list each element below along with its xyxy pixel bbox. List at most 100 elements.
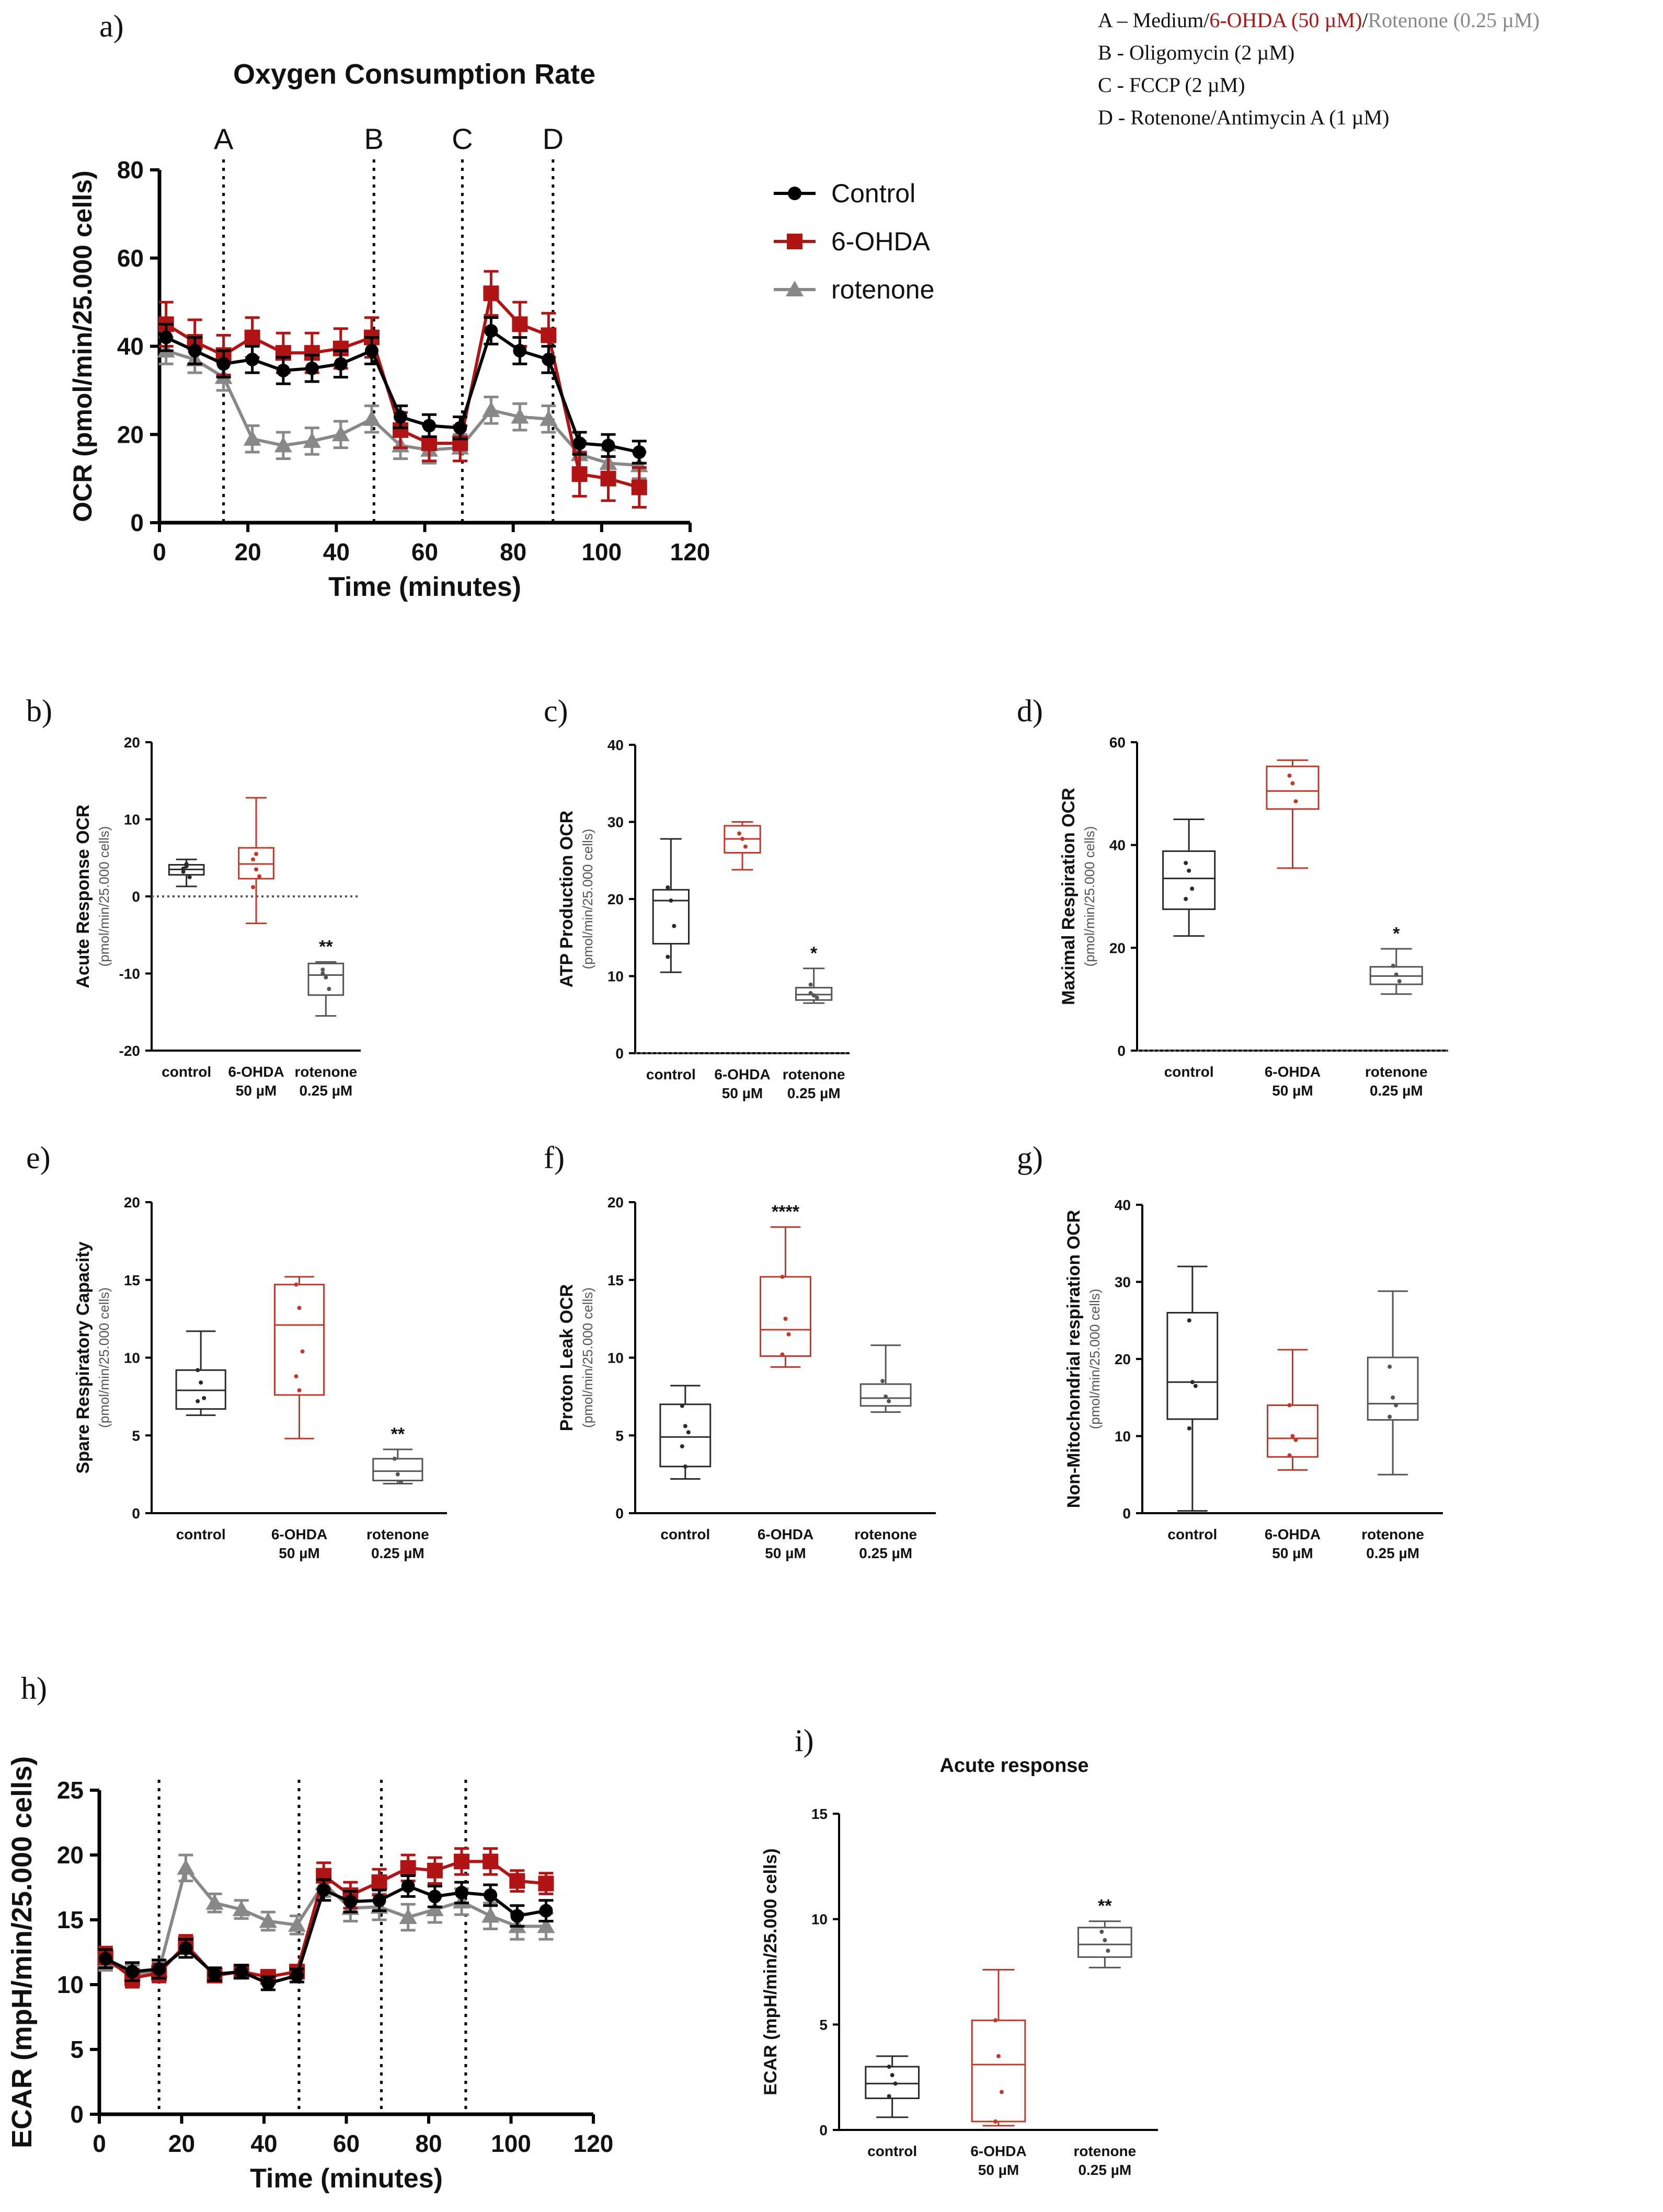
y-tick-label: 0: [1122, 1505, 1131, 1522]
data-point: [539, 1904, 553, 1918]
y-tick-label: 40: [117, 333, 144, 360]
panel-label-c: c): [544, 694, 568, 728]
legend-label: rotenone: [831, 275, 934, 304]
data-point: [393, 410, 407, 424]
category-sublabel: 0.25 µM: [787, 1085, 841, 1101]
iqr-box: [1162, 850, 1216, 911]
category-sublabel: 0.25 µM: [1366, 1545, 1419, 1561]
panel-label-d: d): [1017, 694, 1043, 728]
data-point: [324, 975, 328, 980]
data-point: [811, 993, 816, 998]
data-point: [294, 1374, 299, 1379]
y-tick-label: 15: [124, 1272, 140, 1288]
iqr-box: [273, 1284, 325, 1396]
data-point: [683, 1424, 687, 1428]
box-control: control: [1162, 819, 1216, 1080]
x-tick-label: 60: [333, 2130, 360, 2157]
data-point: [320, 967, 325, 972]
legend-item-6-ohda: 6-OHDA: [774, 227, 931, 256]
data-point: [1099, 1929, 1104, 1934]
data-point: [1394, 972, 1398, 977]
iqr-box: [1166, 1312, 1219, 1420]
data-point: [288, 1916, 306, 1932]
category-label: rotenone: [294, 1064, 357, 1080]
y-tick-label: 0: [70, 2101, 84, 2128]
data-point: [1000, 2090, 1004, 2094]
data-point: [184, 862, 189, 867]
y-tick-label: 20: [1109, 940, 1126, 956]
injection-legend-line-c: C - FCCP (2 µM): [1098, 73, 1245, 97]
category-label: rotenone: [1361, 1526, 1424, 1542]
x-tick-label: 100: [491, 2130, 531, 2157]
legend-marker: [787, 234, 802, 249]
data-point: [666, 954, 670, 959]
iqr-box: [1267, 1404, 1318, 1458]
data-point: [483, 285, 499, 302]
chart-d: d) 0 20 40 60 Maximal Respiration OCR (pmol/mi…: [1017, 694, 1448, 1099]
y-axis-sublabel: (pmol/min/25.000 cells): [96, 1287, 112, 1428]
data-point: [177, 1859, 195, 1875]
y-tick-label: 25: [57, 1777, 84, 1804]
y-tick-label: 10: [607, 969, 624, 985]
category-label: rotenone: [854, 1526, 917, 1542]
data-point: [993, 2119, 997, 2124]
significance-marker: *: [810, 943, 818, 963]
data-point: [993, 2018, 997, 2023]
iqr-box: [1367, 1356, 1419, 1421]
legend-a-rotenone: Rotenone (0.25 µM): [1368, 8, 1540, 32]
legend-a-prefix: A – Medium/: [1098, 8, 1210, 32]
data-point: [208, 1967, 222, 1981]
data-point: [428, 1890, 442, 1904]
data-point: [303, 432, 321, 448]
category-label: rotenone: [1365, 1064, 1428, 1080]
panel-label-g: g): [1017, 1140, 1043, 1175]
y-tick-label: 10: [124, 1350, 140, 1366]
data-point: [808, 990, 813, 995]
data-point: [331, 425, 350, 442]
y-tick-label: 0: [130, 509, 144, 536]
data-point: [541, 327, 557, 343]
data-point: [1193, 1384, 1198, 1388]
data-point: [482, 401, 500, 417]
x-tick-label: 60: [411, 538, 438, 566]
box-6-ohda: 6-OHDA 50 µM: [1265, 759, 1321, 1099]
data-point: [483, 1853, 499, 1870]
y-tick-label: 0: [819, 2122, 828, 2138]
data-point: [672, 924, 676, 928]
y-axis-sublabel: (pmol/min/25.000 cells): [1082, 826, 1097, 967]
category-sublabel: 50 µM: [236, 1082, 277, 1099]
data-point: [188, 343, 202, 358]
data-point: [251, 885, 255, 890]
data-point: [669, 898, 673, 903]
y-axis-label: Proton Leak OCR: [557, 1284, 577, 1431]
panel-label-b: b): [26, 694, 52, 728]
data-point: [216, 357, 231, 371]
box-control: control: [659, 1385, 712, 1542]
data-point: [511, 408, 529, 424]
category-label: control: [1164, 1064, 1214, 1080]
y-axis-label: Acute Response OCR: [73, 804, 93, 988]
legend-item-control: Control: [774, 179, 915, 208]
legend-label: Control: [831, 179, 915, 208]
category-sublabel: 50 µM: [978, 2162, 1019, 2178]
legend-label: 6-OHDA: [831, 227, 931, 256]
category-label: 6-OHDA: [970, 2143, 1026, 2159]
data-point: [243, 430, 261, 446]
data-point: [426, 1900, 444, 1917]
data-point: [244, 329, 260, 345]
category-label: 6-OHDA: [758, 1526, 813, 1542]
injection-label: D: [543, 122, 564, 155]
y-tick-label: 10: [607, 1350, 624, 1366]
y-tick-label: -20: [119, 1043, 140, 1059]
data-point: [181, 866, 186, 871]
data-point: [98, 1952, 112, 1966]
y-tick-label: 10: [57, 1971, 84, 1998]
chart-a: a) Oxygen Consumption Rate 0 20 40 60 80 0 20 40 6…: [68, 9, 934, 602]
data-point: [261, 1976, 275, 1990]
data-point: [398, 1480, 403, 1484]
data-point: [454, 1853, 469, 1870]
category-sublabel: 50 µM: [1272, 1082, 1313, 1099]
data-point: [815, 995, 819, 1000]
panel-label-f: f): [544, 1140, 565, 1175]
chart-g: g) 0 10 20 30 40 Non-Mitochondrial respiration…: [1017, 1140, 1443, 1561]
